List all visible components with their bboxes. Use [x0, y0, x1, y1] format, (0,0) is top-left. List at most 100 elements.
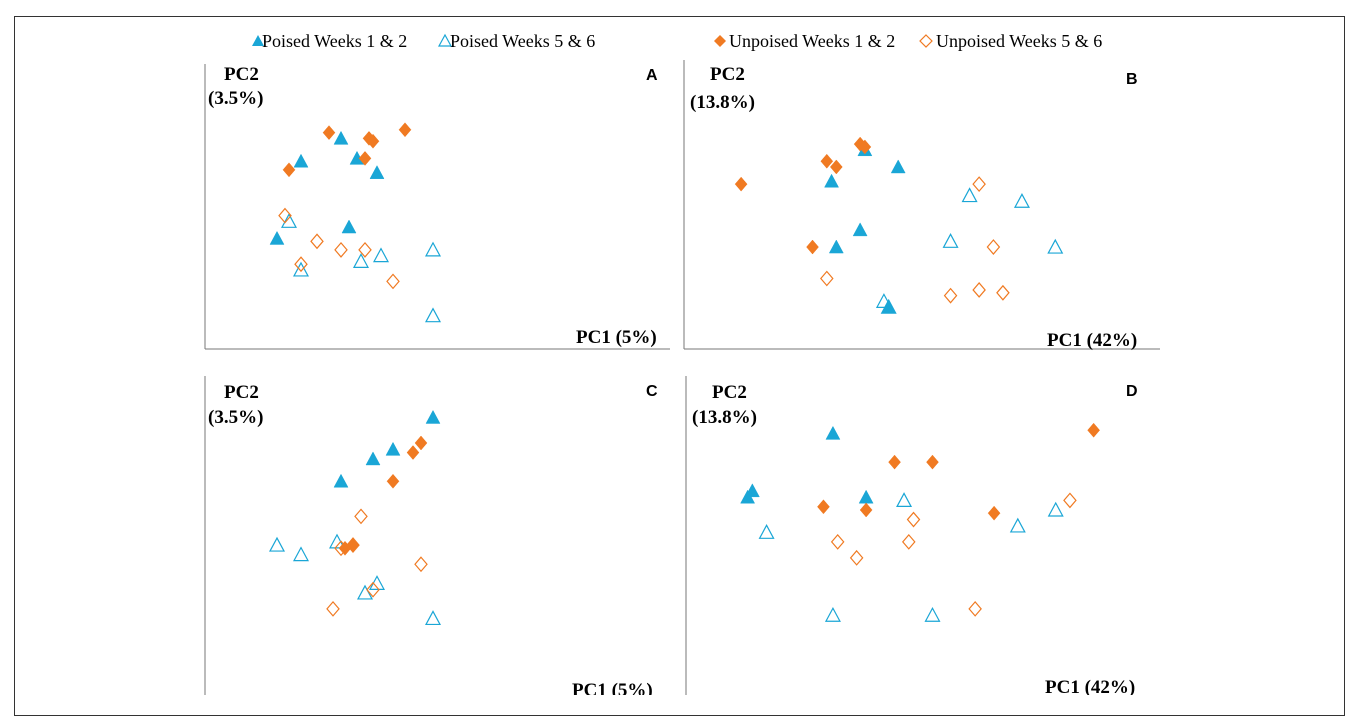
point-b-s0-2 [824, 173, 839, 188]
point-d-s0-3 [858, 489, 874, 504]
point-d-s2-5 [1087, 422, 1100, 438]
legend-label-poised-w56: Poised Weeks 5 & 6 [450, 31, 595, 51]
point-d-s3-1 [906, 511, 921, 528]
point-a-s0-0 [293, 153, 309, 168]
point-d-s3-2 [901, 533, 916, 550]
point-d-s1-4 [824, 606, 841, 622]
point-a-s1-0 [280, 213, 298, 228]
y-axis-label-line1: PC2 [224, 64, 259, 85]
point-b-s2-3 [829, 159, 843, 175]
point-a-s1-2 [352, 253, 370, 268]
x-axis-label: PC1 (5%) [576, 327, 657, 348]
point-a-s0-4 [269, 230, 285, 245]
point-a-s2-0 [322, 125, 336, 141]
point-d-s1-2 [1009, 517, 1026, 533]
pca-figure: Poised Weeks 1 & 2 Poised Weeks 5 & 6 Un… [204, 31, 1160, 695]
point-d-s1-0 [758, 524, 775, 539]
point-c-s3-3 [366, 581, 380, 598]
y-axis-label-line1: PC2 [224, 382, 259, 403]
point-b-s2-5 [806, 239, 819, 255]
point-a-s1-4 [424, 241, 442, 257]
point-d-s1-5 [924, 606, 941, 622]
point-b-s3-1 [986, 239, 1001, 255]
point-b-s2-2 [820, 153, 834, 169]
point-b-s1-1 [1013, 193, 1030, 208]
point-a-s2-5 [282, 162, 296, 178]
point-b-s1-3 [880, 298, 897, 314]
data-points [740, 422, 1100, 622]
panel-letter: D [1126, 383, 1138, 400]
point-d-s3-5 [968, 600, 982, 617]
y-axis-label-line1: PC2 [710, 64, 745, 85]
point-c-s3-5 [326, 600, 340, 617]
point-d-s0-0 [825, 425, 841, 440]
panel-letter: A [646, 67, 658, 84]
legend-marker-poised-w12 [252, 35, 264, 46]
point-c-s2-2 [386, 473, 400, 489]
y-axis-label-line2: (13.8%) [692, 407, 757, 428]
point-a-s2-3 [358, 150, 372, 166]
x-axis-label: PC1 (5%) [572, 680, 653, 695]
point-a-s1-1 [292, 261, 310, 277]
point-b-s3-4 [972, 282, 986, 298]
legend-label-poised-w12: Poised Weeks 1 & 2 [262, 31, 407, 51]
point-d-s2-2 [817, 499, 830, 515]
point-b-s3-0 [972, 176, 986, 193]
point-a-s1-5 [424, 307, 442, 323]
point-c-s0-2 [365, 451, 381, 466]
point-a-s3-3 [358, 241, 372, 258]
legend: Poised Weeks 1 & 2 Poised Weeks 5 & 6 Un… [252, 31, 1102, 51]
point-a-s3-1 [310, 233, 324, 250]
legend-label-unpoised-w56: Unpoised Weeks 5 & 6 [936, 31, 1102, 51]
y-axis-label-line2: (13.8%) [690, 92, 755, 113]
point-a-s0-1 [333, 130, 349, 145]
point-b-s1-5 [1047, 238, 1064, 254]
y-axis-label-line2: (3.5%) [208, 88, 263, 109]
point-a-s2-2 [366, 133, 380, 149]
panel-a: PC2 (3.5%) A PC1 (5%) [204, 64, 670, 350]
point-c-s3-2 [334, 540, 348, 557]
point-c-s0-0 [425, 409, 441, 424]
data-points [269, 122, 442, 323]
point-d-s3-4 [849, 549, 864, 566]
point-d-s2-0 [888, 454, 901, 470]
point-d-s2-3 [859, 502, 873, 518]
y-axis-label-line1: PC2 [712, 382, 747, 403]
point-c-s3-0 [354, 508, 368, 525]
panel-d: PC2 (13.8%) D PC1 (42%) [685, 376, 1138, 695]
point-c-s2-0 [414, 435, 428, 451]
x-axis-label: PC1 (42%) [1047, 330, 1137, 351]
point-d-s2-1 [926, 454, 939, 470]
point-c-s1-0 [268, 536, 286, 552]
point-d-s1-3 [1047, 501, 1064, 517]
point-b-s3-3 [943, 287, 958, 304]
point-a-s3-2 [334, 241, 348, 258]
point-c-s3-1 [346, 537, 360, 553]
point-a-s0-3 [369, 165, 385, 179]
point-d-s0-2 [740, 489, 756, 504]
point-c-s0-3 [333, 473, 349, 488]
point-c-s1-1 [292, 546, 310, 562]
y-axis-label-line2: (3.5%) [208, 407, 263, 428]
point-a-s0-5 [341, 219, 357, 234]
point-d-s2-4 [987, 505, 1001, 521]
point-c-s0-1 [385, 441, 401, 456]
point-c-s3-4 [414, 556, 428, 573]
panel-letter: C [646, 383, 658, 400]
legend-label-unpoised-w12: Unpoised Weeks 1 & 2 [729, 31, 895, 51]
point-b-s1-4 [875, 293, 892, 308]
point-a-s1-3 [372, 247, 390, 263]
point-b-s0-1 [890, 159, 906, 174]
x-axis-label: PC1 (42%) [1045, 677, 1135, 695]
point-c-s1-4 [356, 584, 374, 600]
point-a-s3-0 [278, 207, 292, 224]
point-a-s3-5 [386, 273, 400, 290]
point-b-s0-4 [828, 239, 844, 254]
point-a-s2-4 [398, 122, 412, 138]
legend-marker-unpoised-w56 [919, 34, 933, 48]
legend-marker-unpoised-w12 [714, 35, 726, 47]
point-b-s3-5 [996, 284, 1010, 301]
point-a-s3-4 [294, 256, 308, 273]
point-d-s3-0 [1063, 492, 1077, 509]
point-b-s1-0 [961, 187, 978, 203]
